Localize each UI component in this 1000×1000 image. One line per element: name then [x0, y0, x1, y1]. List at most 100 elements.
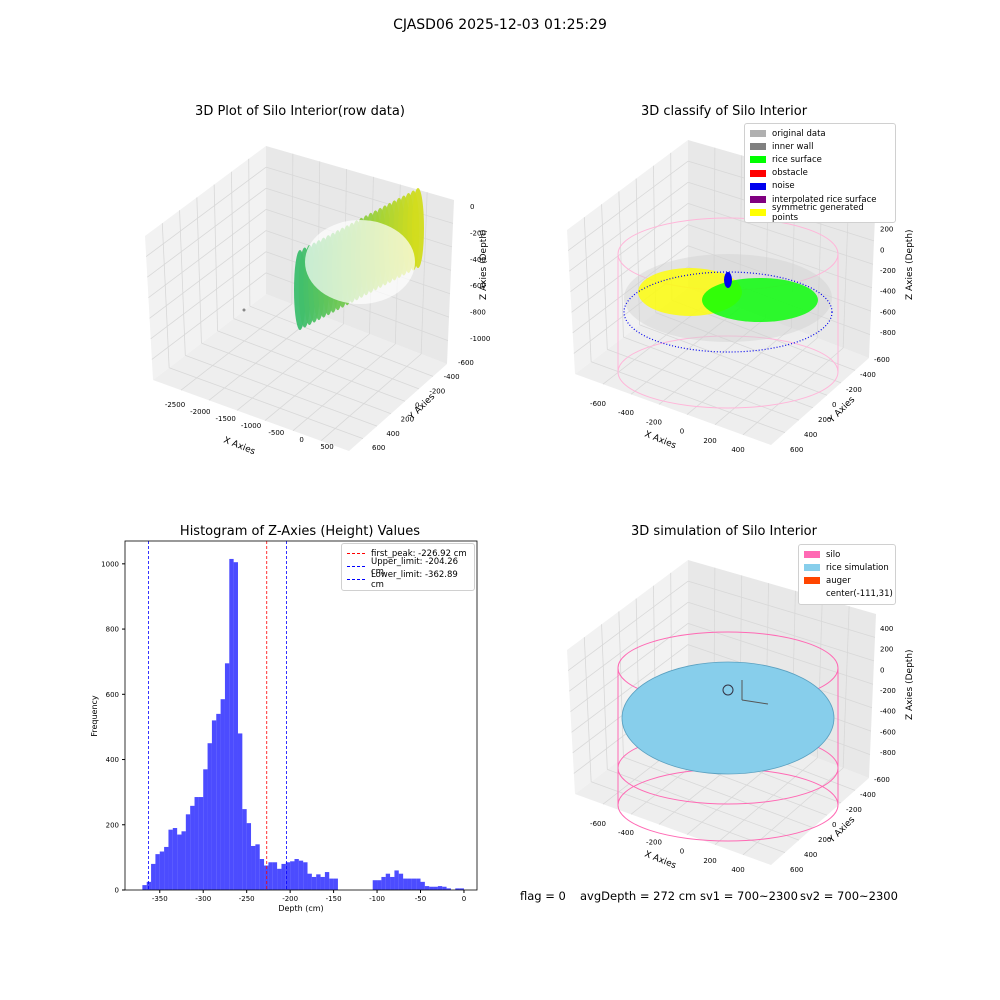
avg-depth-text: avgDepth = 272 cm [580, 889, 697, 903]
gridline [607, 349, 800, 421]
legend-swatch [750, 156, 766, 164]
sim-x-tick: -600 [590, 820, 606, 828]
simulation-y-axis-label: Y Axies [826, 815, 857, 846]
gridline [185, 355, 378, 427]
gridline [180, 303, 293, 391]
legend-label: Upper_limit: -204.26 cm [371, 556, 459, 577]
histogram-axes: -350 -300 -250 -200 -150 -100 -50 0 0 200 400 600 80… [101, 540, 478, 903]
cls-y-tick: -200 [846, 386, 862, 394]
legend-swatch [804, 564, 820, 572]
histogram-bar [177, 834, 182, 890]
legend-entry: first_peak: -226.92 cm [347, 547, 469, 560]
sim-z-tick: 400 [880, 625, 893, 633]
histogram-bar [316, 874, 321, 890]
x-tick-label: -150 [326, 895, 342, 903]
gridline [567, 580, 689, 671]
sim-x-tick: 200 [703, 857, 716, 865]
histogram-bar [442, 886, 447, 890]
gridline [571, 644, 689, 733]
gridline [291, 153, 294, 305]
sim-z-tick: -600 [880, 728, 896, 736]
gridline [742, 767, 844, 856]
x-tick-label: -100 [369, 895, 385, 903]
histogram-bar [224, 663, 230, 890]
classify-point-cloud [617, 217, 839, 409]
gridline [655, 312, 842, 384]
legend-line-swatch [347, 566, 365, 568]
sim-z-tick: -400 [880, 708, 896, 716]
sv2-text: sv2 = 700~2300 [800, 889, 898, 903]
raw-x-tick: -500 [268, 429, 284, 437]
cls-x-tick: 0 [680, 428, 684, 436]
histogram-bar [433, 886, 438, 890]
sim-x-tick: -200 [646, 838, 662, 846]
histogram-bar [142, 885, 147, 890]
cls-x-tick: 400 [731, 446, 744, 454]
histogram-bar [390, 876, 395, 890]
x-tick-label: -200 [282, 895, 298, 903]
raw-z-tick: -400 [470, 256, 486, 264]
raw-y-tick: 200 [401, 416, 414, 424]
histogram-bar [211, 720, 217, 890]
gridline [687, 224, 873, 289]
y-tick-label: 600 [106, 691, 119, 699]
legend-label: Lower_limit: -362.89 cm [371, 569, 458, 590]
histogram-bar [329, 878, 334, 890]
gridline [601, 204, 608, 350]
legend-entry: rice surface [750, 153, 890, 166]
histogram-bar [246, 823, 252, 890]
gridline [213, 184, 218, 331]
histogram-bar [190, 805, 195, 890]
legend-label: symmetric generated points [772, 202, 864, 223]
histogram-bar [255, 844, 260, 890]
raw-x-tick: -2000 [190, 408, 210, 416]
gridline [236, 323, 344, 411]
histogram-reference-lines [148, 541, 287, 890]
raw-point-cloud [242, 188, 424, 330]
gridline [569, 181, 689, 272]
empty-gap [305, 220, 415, 304]
gridline [583, 217, 592, 362]
gridline [686, 327, 792, 415]
auger-arm [741, 699, 769, 705]
gridline [687, 623, 874, 685]
raw-y-tick: 600 [372, 444, 385, 452]
histogram-bar [168, 829, 173, 890]
gridline [147, 187, 267, 278]
cls-z-tick: 0 [880, 246, 884, 254]
left-pane [567, 560, 688, 794]
cls-z-tick: -400 [880, 288, 896, 296]
y-tick-label: 0 [115, 887, 119, 895]
classify-tick-labels: -600-400-2000200400-600-400-200020040060… [590, 205, 896, 454]
histogram-bar [403, 878, 408, 890]
histogram-bar [185, 814, 191, 890]
histogram-bar [398, 873, 404, 890]
gridline [687, 245, 872, 312]
histogram-bar [146, 881, 152, 890]
legend-entry: inner wall [750, 140, 890, 153]
histogram-bar [311, 876, 317, 890]
cls-z-tick: -800 [880, 329, 896, 337]
cls-z-tick: -200 [880, 267, 896, 275]
simulation-tick-labels: -600-400-2000200400-600-400-200020040060… [590, 625, 896, 874]
legend-entry: Lower_limit: -362.89 cm [347, 570, 469, 590]
legend-line-swatch [347, 579, 365, 581]
legend-label: center(-111,31) [826, 589, 893, 600]
legend-entry: noise [750, 180, 890, 193]
histogram-bar [320, 876, 325, 890]
histogram-bar [172, 828, 178, 890]
rice-simulation [621, 661, 835, 775]
raw-z-axis-label: Z Axies (Depth) [479, 229, 489, 300]
gridline [201, 342, 392, 415]
cls-y-tick: 600 [790, 446, 803, 454]
raw-z-tick: -200 [470, 229, 486, 237]
gridline [658, 317, 766, 405]
raw-x-tick: -1000 [241, 422, 261, 430]
noise-cluster [724, 272, 732, 288]
legend-entry: center(-111,31) [804, 588, 893, 601]
raw-z-tick: -600 [470, 282, 486, 290]
histogram-bar [416, 878, 421, 890]
histogram-x-axis-label: Depth (cm) [278, 904, 323, 913]
histogram-title: Histogram of Z-Axies (Height) Values [179, 524, 421, 539]
gridline [639, 324, 828, 396]
